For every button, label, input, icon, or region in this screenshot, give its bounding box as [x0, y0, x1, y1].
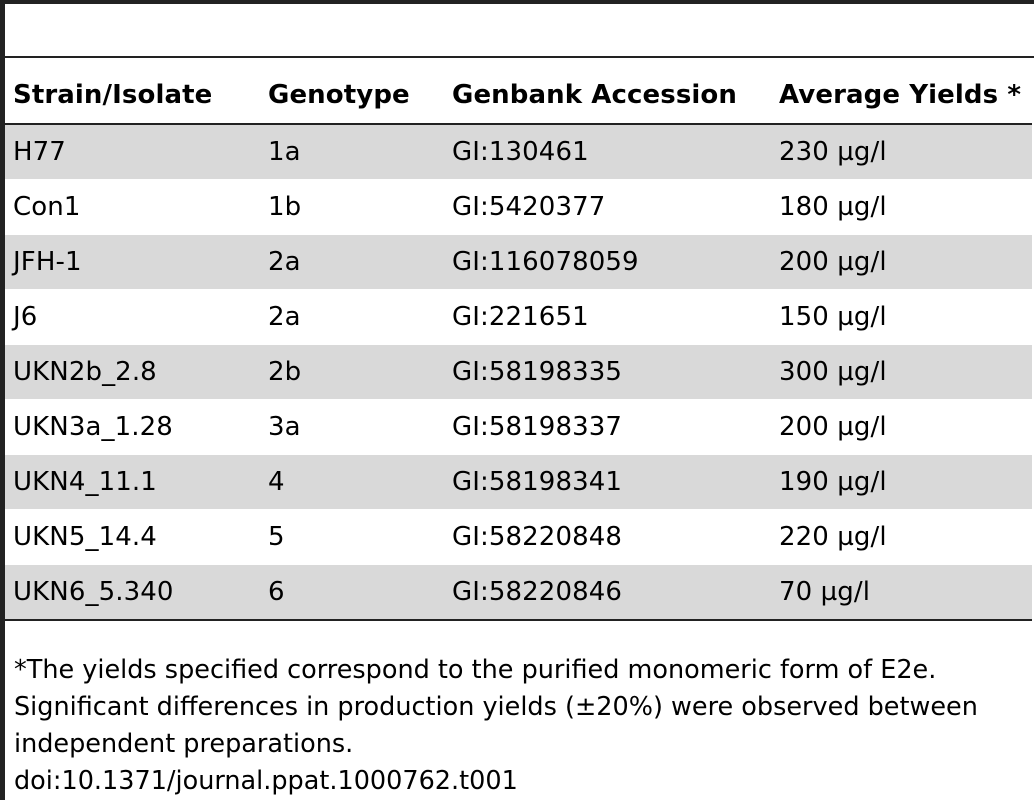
- cell-yield: 180 µg/l: [779, 179, 1032, 235]
- cell-accession: GI:130461: [452, 123, 779, 180]
- cell-accession: GI:221651: [452, 289, 779, 345]
- cell-yield: 220 µg/l: [779, 509, 1032, 565]
- cell-yield: 200 µg/l: [779, 399, 1032, 455]
- header-rule: [5, 56, 1034, 58]
- table-row: J6 2a GI:221651 150 µg/l: [5, 289, 1032, 345]
- table-row: JFH-1 2a GI:116078059 200 µg/l: [5, 234, 1032, 290]
- cell-genotype: 6: [268, 564, 452, 621]
- cell-yield: 150 µg/l: [779, 289, 1032, 345]
- cell-strain: UKN6_5.340: [5, 564, 268, 621]
- cell-accession: GI:58220848: [452, 509, 779, 565]
- header-accession: Genbank Accession: [452, 66, 779, 125]
- table-footnote: *The yields specified correspond to the …: [14, 652, 1024, 800]
- table-row: H77 1a GI:130461 230 µg/l: [5, 123, 1032, 180]
- cell-genotype: 2a: [268, 289, 452, 345]
- cell-strain: UKN2b_2.8: [5, 344, 268, 400]
- cell-accession: GI:116078059: [452, 234, 779, 290]
- footnote-text: *The yields specified correspond to the …: [14, 655, 978, 759]
- table-row: UKN6_5.340 6 GI:58220846 70 µg/l: [5, 564, 1032, 621]
- cell-accession: GI:58220846: [452, 564, 779, 621]
- cell-accession: GI:58198335: [452, 344, 779, 400]
- cell-yield: 200 µg/l: [779, 234, 1032, 290]
- cell-genotype: 4: [268, 454, 452, 510]
- yields-table: Strain/Isolate Genotype Genbank Accessio…: [5, 66, 1032, 621]
- header-row: Strain/Isolate Genotype Genbank Accessio…: [5, 66, 1032, 125]
- cell-yield: 70 µg/l: [779, 564, 1032, 621]
- cell-yield: 190 µg/l: [779, 454, 1032, 510]
- cell-strain: Con1: [5, 179, 268, 235]
- doi-text: doi:10.1371/journal.ppat.1000762.t001: [14, 766, 518, 796]
- cell-strain: UKN4_11.1: [5, 454, 268, 510]
- table-row: UKN4_11.1 4 GI:58198341 190 µg/l: [5, 454, 1032, 510]
- header-yields: Average Yields *: [779, 66, 1032, 125]
- left-border: [0, 0, 5, 800]
- cell-strain: UKN3a_1.28: [5, 399, 268, 455]
- cell-strain: JFH-1: [5, 234, 268, 290]
- cell-accession: GI:58198341: [452, 454, 779, 510]
- table-row: UKN2b_2.8 2b GI:58198335 300 µg/l: [5, 344, 1032, 400]
- cell-accession: GI:5420377: [452, 179, 779, 235]
- table-row: UKN5_14.4 5 GI:58220848 220 µg/l: [5, 509, 1032, 565]
- header-strain: Strain/Isolate: [5, 66, 268, 125]
- cell-accession: GI:58198337: [452, 399, 779, 455]
- cell-genotype: 2a: [268, 234, 452, 290]
- cell-strain: J6: [5, 289, 268, 345]
- cell-genotype: 3a: [268, 399, 452, 455]
- cell-strain: UKN5_14.4: [5, 509, 268, 565]
- cell-genotype: 1b: [268, 179, 452, 235]
- top-rule: [5, 0, 1034, 4]
- cell-genotype: 5: [268, 509, 452, 565]
- header-genotype: Genotype: [268, 66, 452, 125]
- table-row: UKN3a_1.28 3a GI:58198337 200 µg/l: [5, 399, 1032, 455]
- cell-genotype: 2b: [268, 344, 452, 400]
- cell-yield: 300 µg/l: [779, 344, 1032, 400]
- cell-yield: 230 µg/l: [779, 123, 1032, 180]
- table-row: Con1 1b GI:5420377 180 µg/l: [5, 179, 1032, 235]
- cell-strain: H77: [5, 123, 268, 180]
- cell-genotype: 1a: [268, 123, 452, 180]
